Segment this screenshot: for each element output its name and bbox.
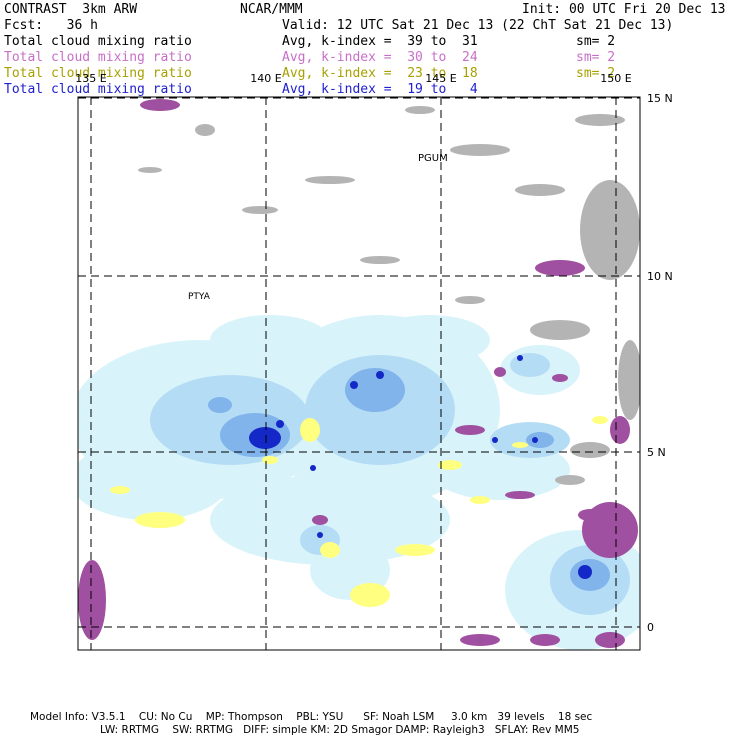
map-frame	[77, 96, 641, 651]
init-time: Init: 00 UTC Fri 20 Dec 13	[522, 2, 726, 17]
forecast-hour: Fcst: 36 h	[4, 18, 98, 33]
gray-cloud-patches	[138, 106, 640, 485]
legend-range-1: Avg, k-index = 39 to 31	[282, 34, 478, 49]
legend-sm-3: sm= 2	[576, 66, 616, 81]
lat-label-10n: 10 N	[647, 270, 673, 283]
legend-sm-1: sm= 2	[576, 34, 616, 49]
legend-field-3: Total cloud mixing ratio	[4, 66, 192, 81]
legend-field-1: Total cloud mixing ratio	[4, 34, 192, 49]
legend-sm-2: sm= 2	[576, 50, 616, 65]
lat-lon-grid	[78, 97, 640, 650]
lon-label-135: 135 E	[75, 72, 106, 85]
model-info-line-2: LW: RRTMG SW: RRTMG DIFF: simple KM: 2D …	[100, 724, 580, 736]
lat-label-15n: 15 N	[647, 92, 673, 105]
purple-cloud-patches	[78, 99, 638, 648]
lon-label-145: 145 E	[425, 72, 456, 85]
station-pgum: PGUM	[418, 153, 448, 164]
station-ptya: PTYA	[188, 292, 211, 302]
light-cloud-field	[78, 315, 640, 650]
legend-range-4: Avg, k-index = 19 to 4	[282, 82, 478, 97]
model-title: CONTRAST 3km ARW	[4, 2, 138, 17]
lat-label-5n: 5 N	[647, 446, 666, 459]
legend-range-2: Avg, k-index = 30 to 24	[282, 50, 478, 65]
legend-field-2: Total cloud mixing ratio	[4, 50, 192, 65]
dark-blue-cores	[249, 355, 592, 579]
lat-label-0: 0	[647, 621, 654, 634]
valid-time: Valid: 12 UTC Sat 21 Dec 13 (22 ChT Sat …	[282, 18, 674, 33]
legend-field-4: Total cloud mixing ratio	[4, 82, 192, 97]
lon-label-140: 140 E	[250, 72, 281, 85]
model-info-line-1: Model Info: V3.5.1 CU: No Cu MP: Thompso…	[30, 711, 593, 723]
lon-label-150: 150 E	[600, 72, 631, 85]
yellow-cloud-patches	[110, 416, 608, 607]
legend-range-3: Avg, k-index = 23 to 18	[282, 66, 478, 81]
map-fields	[78, 99, 640, 650]
org-label: NCAR/MMM	[240, 2, 303, 17]
